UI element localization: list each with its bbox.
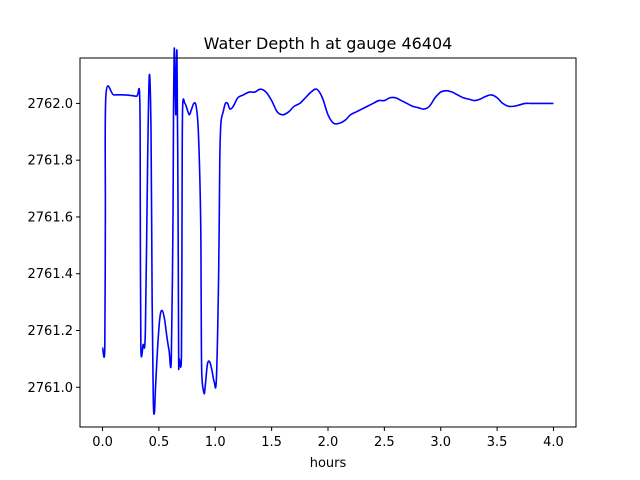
x-tick-label: 1.0 <box>205 435 226 450</box>
x-tick-label: 3.0 <box>430 435 451 450</box>
y-tick-label: 2761.2 <box>28 324 74 339</box>
x-tick-label: 1.5 <box>261 435 282 450</box>
x-axis-label: hours <box>310 456 347 471</box>
y-tick-label: 2762.0 <box>28 97 74 112</box>
plot-frame <box>79 57 577 428</box>
y-tick-label: 2761.8 <box>28 154 74 169</box>
x-tick-label: 2.5 <box>374 435 395 450</box>
x-axis: 0.0 0.5 1.0 1.5 2.0 2.5 3.0 3.5 4.0 <box>92 427 564 450</box>
x-tick-label: 2.0 <box>318 435 339 450</box>
x-tick-label: 0.5 <box>149 435 170 450</box>
y-tick-label: 2761.6 <box>28 210 74 225</box>
x-tick-label: 3.5 <box>487 435 508 450</box>
y-axis: 2761.0 2761.2 2761.4 2761.6 2761.8 2762.0 <box>28 97 80 396</box>
x-tick-label: 0.0 <box>92 435 113 450</box>
series-line <box>101 47 554 415</box>
y-tick-label: 2761.4 <box>28 267 74 282</box>
plot-area <box>101 47 554 415</box>
x-tick-label: 4.0 <box>543 435 564 450</box>
y-tick-label: 2761.0 <box>28 381 74 396</box>
chart-title: Water Depth h at gauge 46404 <box>204 34 453 53</box>
